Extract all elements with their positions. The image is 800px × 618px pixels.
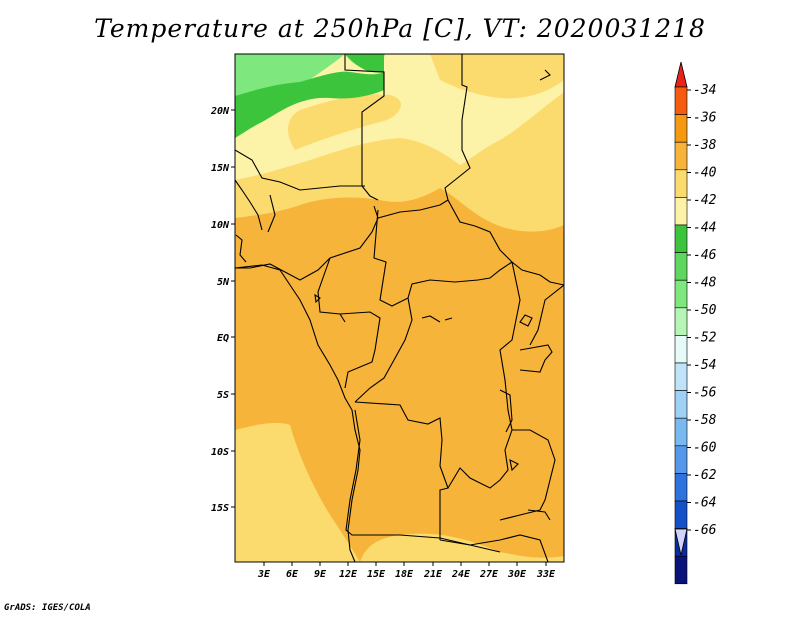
colorbar-segment: [674, 500, 688, 529]
lat-label-15n: 15N: [211, 163, 230, 174]
colorbar-label: -56: [693, 386, 717, 401]
colorbar-segment: [674, 445, 688, 474]
field-yellow-southwest: [235, 422, 360, 562]
colorbar-label: -40: [693, 166, 717, 181]
colorbar-segment: [674, 252, 688, 281]
map-frame: [234, 53, 565, 563]
longitude-axis: 3E 6E 9E 12E 15E 18E 21E 24E 27E 30E 33E: [257, 562, 556, 580]
lat-label-10s: 10S: [211, 447, 229, 458]
lon-label-30e: 30E: [507, 569, 527, 580]
lat-label-5n: 5N: [217, 277, 230, 288]
colorbar-segment: [674, 279, 688, 309]
colorbar-label: -42: [693, 193, 717, 208]
colorbar-label: -46: [693, 248, 717, 263]
colorbar-label: -52: [693, 331, 717, 346]
colorbar-segment: [674, 224, 688, 253]
colorbar-segment: [674, 555, 688, 585]
colorbar-segment: [674, 362, 688, 391]
colorbar-label: -34: [693, 83, 716, 98]
colorbar-segment: [674, 114, 688, 143]
lon-label-6e: 6E: [286, 569, 299, 580]
lon-label-9e: 9E: [314, 569, 327, 580]
lon-label-18e: 18E: [395, 569, 414, 580]
colorbar-segment: [674, 86, 688, 115]
colorbar-top-arrow: [674, 61, 688, 88]
latitude-axis: 20N 15N 10N 5N EQ 5S 10S 15S: [210, 106, 235, 514]
colorbar: -34 -36 -38 -40 -42 -44 -46 -48 -50 -52 -54 -56 -58 -…: [674, 61, 717, 585]
colorbar-segment: [674, 307, 688, 336]
colorbar-label: -58: [693, 413, 717, 428]
field-yellow-south: [360, 533, 564, 562]
lat-label-15s: 15S: [211, 503, 229, 514]
colorbar-label: -50: [693, 303, 717, 318]
colorbar-label: -62: [693, 468, 717, 483]
colorbar-bottom-arrow: [674, 528, 688, 556]
lon-label-24e: 24E: [451, 569, 471, 580]
colorbar-label: -36: [693, 111, 717, 126]
temperature-field: [235, 54, 564, 562]
colorbar-segment: [674, 169, 688, 198]
colorbar-label: -54: [693, 358, 716, 373]
colorbar-segment: [674, 197, 688, 226]
lon-label-3e: 3E: [257, 569, 271, 580]
field-yellow-topright: [430, 54, 564, 99]
colorbar-segment: [674, 417, 688, 447]
colorbar-segment: [674, 390, 688, 419]
footer-credit: GrADS: IGES/COLA: [4, 603, 91, 613]
colorbar-label: -38: [693, 138, 717, 153]
lon-label-27e: 27E: [479, 569, 499, 580]
lat-label-5s: 5S: [217, 390, 229, 401]
field-darkgreen-top: [345, 54, 384, 73]
colorbar-label: -48: [693, 276, 717, 291]
colorbar-label: -44: [693, 221, 716, 236]
colorbar-labels: -34 -36 -38 -40 -42 -44 -46 -48 -50 -52 -54 -56 -58 -…: [687, 83, 717, 538]
lon-label-15e: 15E: [367, 569, 386, 580]
country-boundaries: [235, 54, 564, 562]
field-darkgreen: [235, 71, 384, 138]
lat-label-10n: 10N: [211, 220, 230, 231]
colorbar-segments: [674, 86, 688, 585]
lon-label-21e: 21E: [423, 569, 443, 580]
lon-label-12e: 12E: [339, 569, 358, 580]
colorbar-segment: [674, 335, 688, 364]
colorbar-segment: [674, 473, 688, 502]
colorbar-label: -60: [693, 441, 717, 456]
colorbar-label: -66: [693, 523, 717, 538]
chart-title: Temperature at 250hPa [C], VT: 202003121…: [94, 14, 706, 43]
colorbar-label: -64: [693, 496, 716, 511]
lon-label-33e: 33E: [536, 569, 556, 580]
lat-label-eq: EQ: [217, 333, 229, 344]
lat-label-20n: 20N: [210, 106, 230, 117]
colorbar-segment: [674, 141, 688, 171]
field-yellow-lobe: [288, 94, 401, 150]
